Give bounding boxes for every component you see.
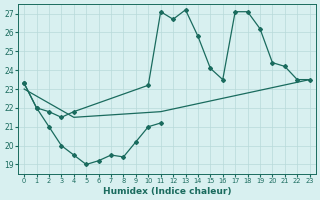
X-axis label: Humidex (Indice chaleur): Humidex (Indice chaleur) bbox=[103, 187, 231, 196]
